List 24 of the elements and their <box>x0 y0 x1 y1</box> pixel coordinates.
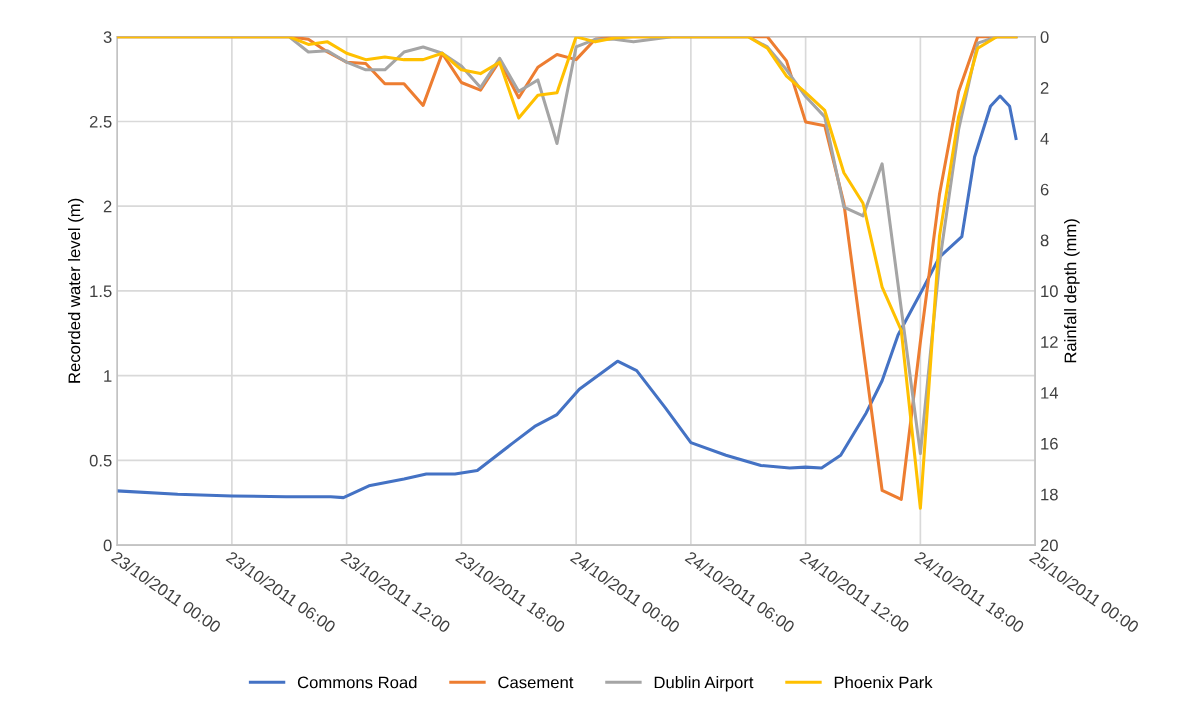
y-axis-title: Recorded water level (m) <box>68 198 84 383</box>
legend-label: Casement <box>498 676 574 689</box>
legend-label: Dublin Airport <box>654 676 754 692</box>
y2-tick-label: 4 <box>1040 133 1049 145</box>
legend-label: Phoenix Park <box>834 676 933 689</box>
y2-tick-label: 18 <box>1041 488 1058 501</box>
y2-tick-label: 14 <box>1041 387 1059 399</box>
y2-tick-label: 6 <box>1040 183 1049 196</box>
y-tick-label: 0 <box>103 539 112 552</box>
y2-tick-label: 0 <box>1040 31 1049 43</box>
y-tick-label: 1.5 <box>90 285 112 298</box>
y-tick-label: 0.5 <box>89 454 112 467</box>
y2-tick-label: 8 <box>1040 234 1049 247</box>
y2-tick-label: 20 <box>1040 539 1058 552</box>
y-tick-label: 1 <box>104 370 112 382</box>
y-tick-label: 3 <box>103 31 112 43</box>
y-tick-label: 2.5 <box>89 115 112 128</box>
y2-tick-label: 12 <box>1041 336 1058 348</box>
y-tick-label: 2 <box>103 200 112 213</box>
y2-tick-label: 16 <box>1041 437 1058 450</box>
legend-label: Commons Road <box>297 676 417 689</box>
y2-tick-label: 2 <box>1040 82 1049 94</box>
y2-tick-label: 10 <box>1041 285 1058 298</box>
y2-axis-title: Rainfall depth (mm) <box>1064 219 1080 363</box>
